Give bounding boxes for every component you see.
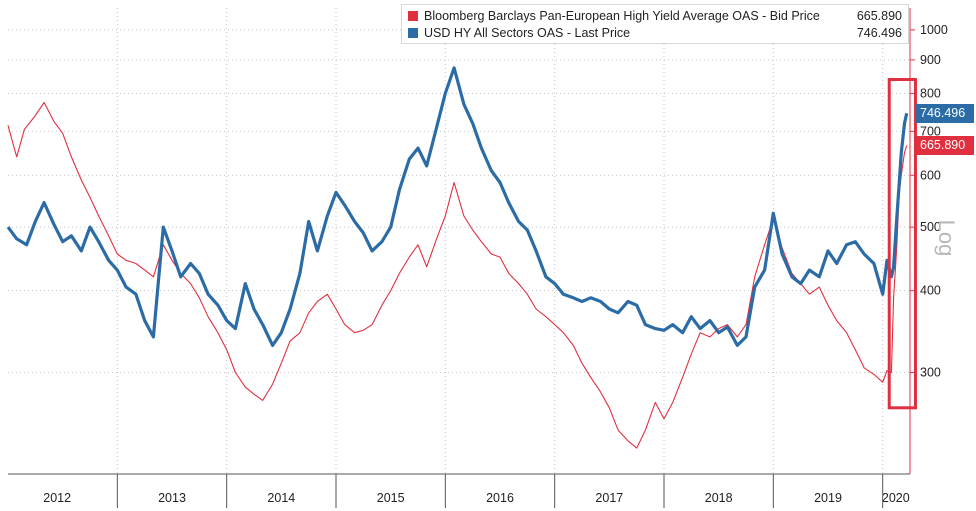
x-tick-label-2014: 2014 <box>267 491 295 505</box>
legend-swatch-eur-hy <box>408 11 418 21</box>
y-tick-label-400: 400 <box>920 284 941 298</box>
x-tick-label-2019: 2019 <box>814 491 842 505</box>
last-value-badge-usd-hy: 746.496 <box>916 103 974 123</box>
y-tick-label-1000: 1000 <box>920 23 948 37</box>
y-tick-label-900: 900 <box>920 53 941 67</box>
x-tick-label-2015: 2015 <box>377 491 405 505</box>
x-tick-label-2018: 2018 <box>705 491 733 505</box>
legend-value-usd-hy: 746.496 <box>856 26 902 40</box>
legend: Bloomberg Barclays Pan-European High Yie… <box>401 4 909 44</box>
y-tick-label-300: 300 <box>920 366 941 380</box>
y-tick-label-800: 800 <box>920 86 941 100</box>
highlight-box <box>887 78 917 410</box>
y-tick-label-600: 600 <box>920 168 941 182</box>
series-line-eur-hy <box>7 101 908 449</box>
y-tick-label-700: 700 <box>920 124 941 138</box>
y-axis-scale-label: Log <box>934 219 959 257</box>
legend-label-eur-hy: Bloomberg Barclays Pan-European High Yie… <box>424 9 820 23</box>
legend-entry-usd-hy: USD HY All Sectors OAS - Last Price 746.… <box>408 25 902 42</box>
series-line-usd-hy <box>6 66 909 347</box>
x-tick-label-2016: 2016 <box>486 491 514 505</box>
last-value-badge-eur-hy: 665.890 <box>916 136 974 156</box>
legend-swatch-usd-hy <box>408 28 418 38</box>
x-tick-label-2017: 2017 <box>595 491 623 505</box>
legend-value-eur-hy: 665.890 <box>856 9 902 23</box>
x-tick-label-2020: 2020 <box>882 491 910 505</box>
legend-label-usd-hy: USD HY All Sectors OAS - Last Price <box>424 26 631 40</box>
legend-entry-eur-hy: Bloomberg Barclays Pan-European High Yie… <box>408 8 902 25</box>
y-tick-label-500: 500 <box>920 220 941 234</box>
x-tick-label-2013: 2013 <box>158 491 186 505</box>
x-tick-label-2012: 2012 <box>43 491 71 505</box>
